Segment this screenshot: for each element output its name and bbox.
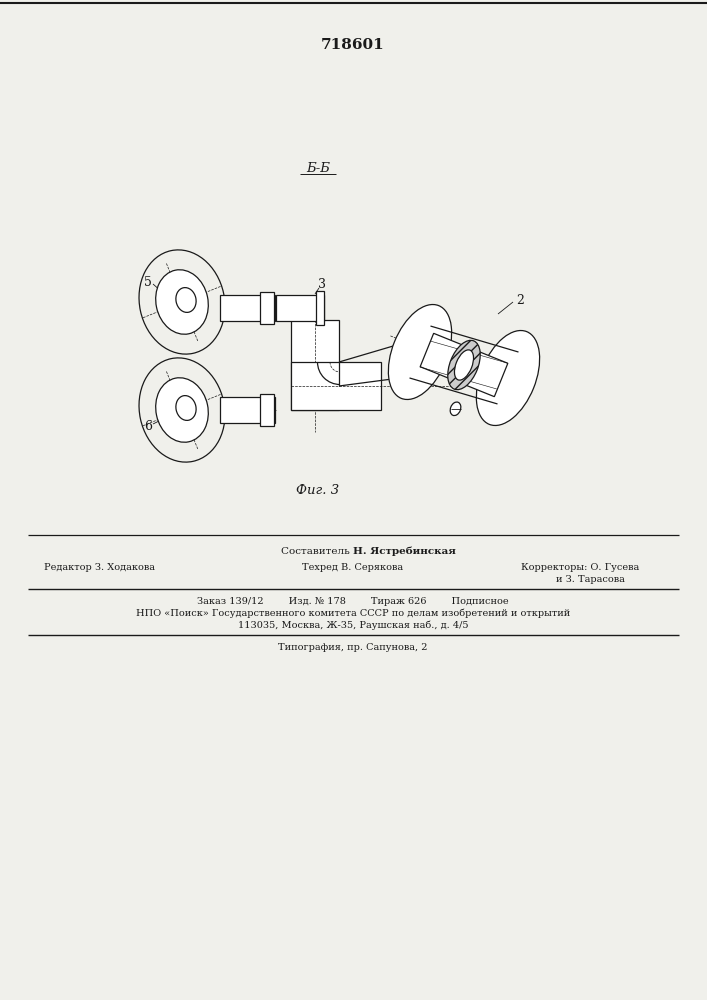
Text: 113035, Москва, Ж-35, Раушская наб., д. 4/5: 113035, Москва, Ж-35, Раушская наб., д. … (238, 620, 468, 630)
Ellipse shape (176, 396, 196, 420)
Ellipse shape (450, 402, 461, 416)
Ellipse shape (156, 378, 209, 442)
Text: Редактор З. Ходакова: Редактор З. Ходакова (45, 562, 156, 572)
Text: НПО «Поиск» Государственного комитета СССР по делам изобретений и открытий: НПО «Поиск» Государственного комитета СС… (136, 608, 570, 618)
Text: Корректоры: О. Гусева: Корректоры: О. Гусева (521, 562, 639, 572)
Text: Н. Ястребинская: Н. Ястребинская (353, 546, 456, 556)
Bar (220, 295, 275, 321)
Text: Заказ 139/12        Изд. № 178        Тираж 626        Подписное: Заказ 139/12 Изд. № 178 Тираж 626 Подпис… (197, 596, 509, 605)
Ellipse shape (388, 305, 452, 399)
Bar (291, 320, 339, 410)
Text: 3: 3 (318, 278, 326, 292)
Bar (260, 292, 274, 324)
Text: и З. Тарасова: и З. Тарасова (556, 574, 624, 584)
Ellipse shape (176, 288, 196, 312)
Text: Типография, пр. Сапунова, 2: Типография, пр. Сапунова, 2 (279, 644, 428, 652)
Bar (316, 291, 324, 325)
Text: 718601: 718601 (321, 38, 385, 52)
Bar (291, 362, 381, 410)
Ellipse shape (156, 270, 209, 334)
Ellipse shape (455, 350, 474, 380)
Bar (260, 394, 274, 426)
Text: Фиг. 3: Фиг. 3 (296, 484, 339, 496)
Text: 6: 6 (144, 420, 152, 432)
Text: 5: 5 (144, 275, 152, 288)
Bar (220, 397, 275, 423)
Ellipse shape (448, 340, 480, 390)
Text: 2: 2 (516, 294, 524, 306)
Text: Составитель: Составитель (281, 546, 353, 556)
Ellipse shape (477, 331, 539, 425)
Polygon shape (420, 333, 508, 397)
Text: Техред В. Серякова: Техред В. Серякова (303, 562, 404, 572)
Text: Б-Б: Б-Б (306, 161, 330, 174)
Bar (276, 295, 324, 321)
